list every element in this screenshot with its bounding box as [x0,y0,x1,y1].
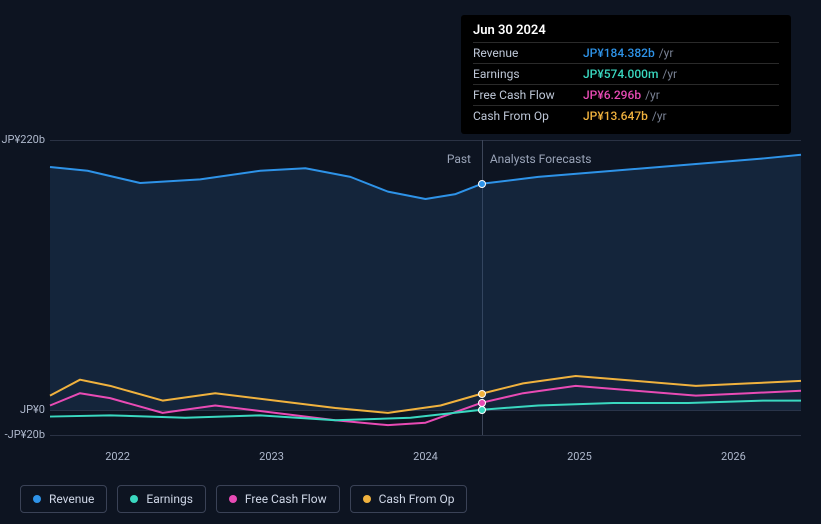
legend-item-revenue[interactable]: Revenue [20,485,107,513]
tooltip-metric-value: JP¥574.000m [583,67,658,81]
chart-container: JP¥220bJP¥0-JP¥20b 20222023202420252026 … [20,0,801,480]
legend-label: Earnings [146,492,193,506]
tooltip-metric-label: Revenue [473,46,583,60]
data-marker [478,180,486,188]
tooltip-row: EarningsJP¥574.000m/yr [473,63,779,84]
tooltip-unit: /yr [645,88,660,102]
y-axis-label: -JP¥20b [5,428,45,441]
tooltip-unit: /yr [652,109,667,123]
legend-label: Free Cash Flow [245,492,327,506]
legend-item-earnings[interactable]: Earnings [117,485,206,513]
tooltip-metric-label: Free Cash Flow [473,88,583,102]
x-axis-label: 2024 [413,450,438,463]
tooltip-date: Jun 30 2024 [473,23,779,42]
x-axis-label: 2022 [105,450,130,463]
legend-dot [363,495,371,503]
legend-dot [130,495,138,503]
legend-label: Revenue [49,492,94,506]
data-marker [478,390,486,398]
x-axis-label: 2026 [721,450,746,463]
legend-dot [229,495,237,503]
y-axis-label: JP¥220b [1,133,45,146]
x-axis-label: 2023 [259,450,284,463]
series-area-revenue [50,155,801,411]
tooltip-row: RevenueJP¥184.382b/yr [473,42,779,63]
y-axis-label: JP¥0 [20,403,45,416]
legend-label: Cash From Op [379,492,455,506]
tooltip-metric-label: Earnings [473,67,583,81]
legend-dot [33,495,41,503]
legend-item-free-cash-flow[interactable]: Free Cash Flow [216,485,340,513]
data-tooltip: Jun 30 2024 RevenueJP¥184.382b/yrEarning… [461,15,791,134]
legend-item-cash-from-op[interactable]: Cash From Op [350,485,468,513]
tooltip-metric-label: Cash From Op [473,109,583,123]
tooltip-metric-value: JP¥13.647b [583,109,648,123]
tooltip-metric-value: JP¥184.382b [583,46,655,60]
tooltip-metric-value: JP¥6.296b [583,88,641,102]
chart-legend: Revenue Earnings Free Cash Flow Cash From O… [20,485,467,513]
tooltip-unit: /yr [659,46,674,60]
data-marker [478,406,486,414]
x-axis-label: 2025 [567,450,592,463]
tooltip-row: Cash From OpJP¥13.647b/yr [473,105,779,126]
tooltip-unit: /yr [662,67,677,81]
gridline [50,435,801,436]
chart-plot [50,140,801,435]
tooltip-row: Free Cash FlowJP¥6.296b/yr [473,84,779,105]
